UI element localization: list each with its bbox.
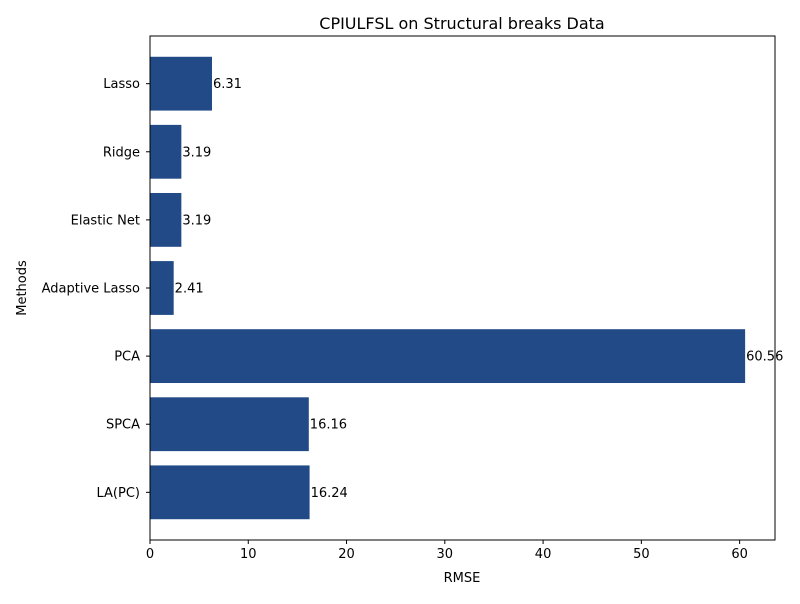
bar-spca xyxy=(150,397,309,452)
y-tick-label: Lasso xyxy=(103,77,140,92)
data-label: 3.19 xyxy=(182,213,211,228)
chart-title: CPIULFSL on Structural breaks Data xyxy=(319,14,604,33)
bar-elastic-net xyxy=(150,192,182,247)
data-label: 6.31 xyxy=(213,77,242,92)
x-axis: 0 10 20 30 40 50 60 xyxy=(146,540,748,562)
bar-la-pc xyxy=(150,465,310,520)
y-tick-label: SPCA xyxy=(106,418,140,433)
x-tick-label: 40 xyxy=(535,547,552,562)
y-tick-label: Ridge xyxy=(103,145,140,160)
bar-adaptive-lasso xyxy=(150,261,174,315)
x-tick-label: 60 xyxy=(731,547,748,562)
plot-frame xyxy=(149,35,776,541)
bar-lasso xyxy=(150,56,213,111)
data-label: 16.24 xyxy=(311,486,348,501)
y-tick-label: LA(PC) xyxy=(97,486,141,501)
y-tick-label: Elastic Net xyxy=(71,213,140,228)
data-labels-layer: 6.31 3.19 3.19 2.41 60.56 16.16 16.24 xyxy=(175,77,784,501)
bar-ridge xyxy=(150,124,182,179)
x-tick-label: 20 xyxy=(338,547,355,562)
bars-layer xyxy=(150,56,746,520)
y-tick-label: Adaptive Lasso xyxy=(42,282,140,297)
y-axis-label: Methods xyxy=(15,260,30,316)
bar-pca xyxy=(150,329,746,384)
x-tick-label: 30 xyxy=(437,547,454,562)
data-label: 60.56 xyxy=(746,350,783,365)
x-tick-label: 0 xyxy=(146,547,154,562)
data-label: 2.41 xyxy=(175,282,204,297)
x-tick-label: 10 xyxy=(240,547,257,562)
data-label: 16.16 xyxy=(310,418,347,433)
data-label: 3.19 xyxy=(182,145,211,160)
y-tick-label: PCA xyxy=(114,350,140,365)
x-axis-label: RMSE xyxy=(444,571,481,586)
x-tick-label: 50 xyxy=(633,547,650,562)
y-axis: Lasso Ridge Elastic Net Adaptive Lasso PCA SP… xyxy=(42,77,150,501)
